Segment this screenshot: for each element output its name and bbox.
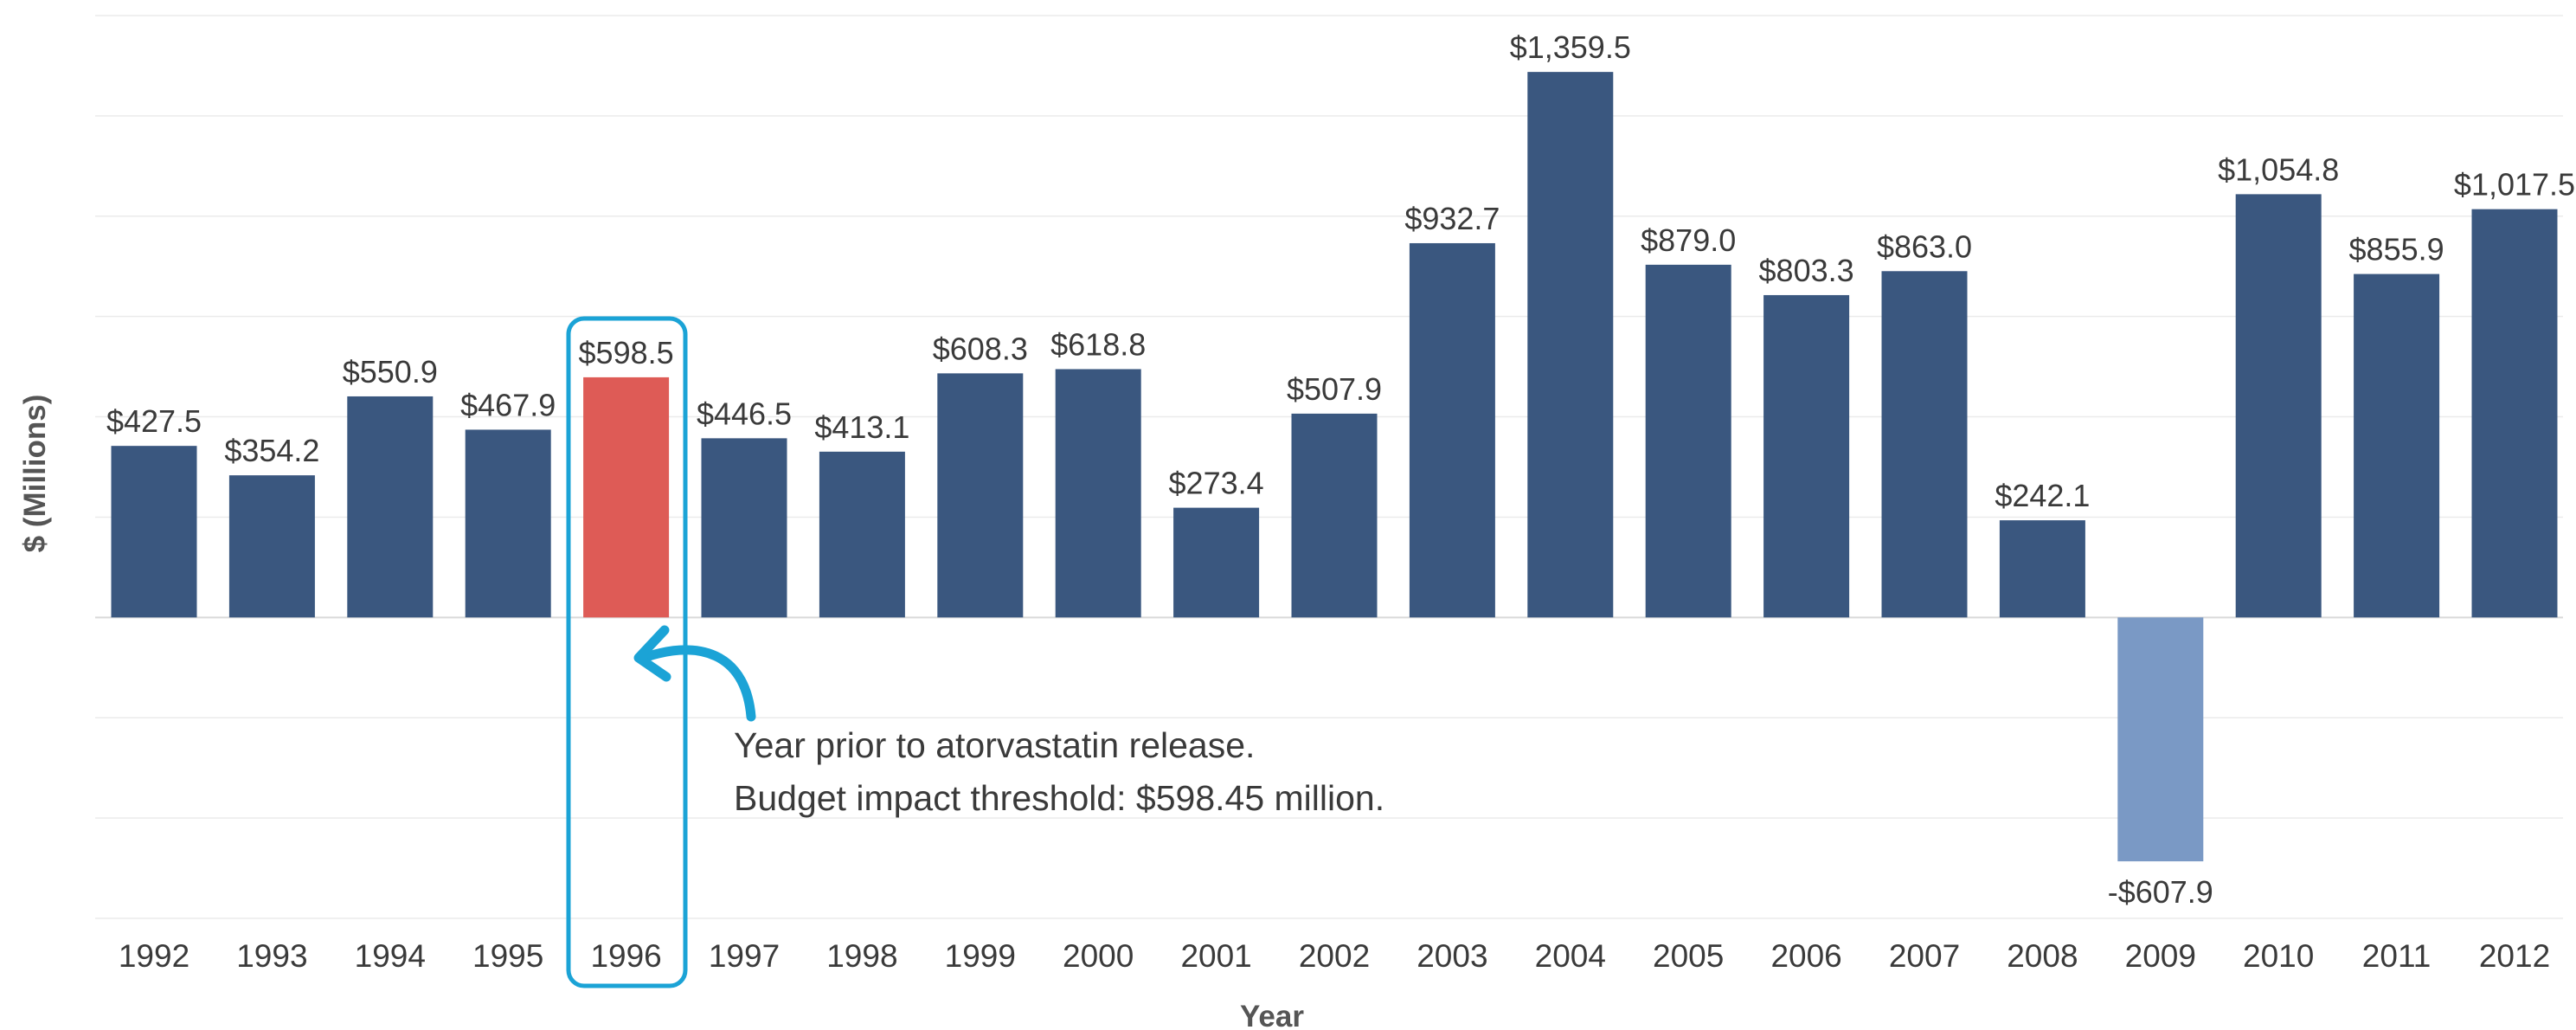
x-tick-1994: 1994 bbox=[355, 938, 426, 974]
value-label-1993: $354.2 bbox=[224, 433, 319, 468]
value-label-2000: $618.8 bbox=[1050, 326, 1146, 362]
arrow-head-icon bbox=[633, 625, 671, 682]
bar-2001 bbox=[1173, 507, 1260, 618]
value-label-1996: $598.5 bbox=[579, 335, 674, 370]
x-tick-2007: 2007 bbox=[1889, 938, 1960, 974]
y-axis-title: $ (Millions) bbox=[18, 395, 52, 553]
bar-1993 bbox=[228, 475, 315, 618]
bar-2005 bbox=[1645, 264, 1731, 618]
bar-2008 bbox=[1999, 520, 2085, 618]
x-tick-2012: 2012 bbox=[2479, 938, 2550, 974]
x-tick-1992: 1992 bbox=[119, 938, 190, 974]
bar-1997 bbox=[701, 438, 787, 618]
value-label-2003: $932.7 bbox=[1404, 201, 1500, 236]
x-tick-2010: 2010 bbox=[2243, 938, 2314, 974]
value-label-1992: $427.5 bbox=[106, 403, 202, 439]
value-label-2012: $1,017.5 bbox=[2454, 167, 2575, 203]
x-tick-2009: 2009 bbox=[2125, 938, 2196, 974]
bars bbox=[111, 72, 2558, 862]
value-label-2011: $855.9 bbox=[2349, 232, 2444, 267]
bar-2011 bbox=[2354, 274, 2440, 618]
bar-2003 bbox=[1409, 242, 1495, 618]
value-label-2002: $507.9 bbox=[1287, 371, 1382, 407]
value-label-1994: $550.9 bbox=[343, 354, 438, 389]
curved-arrow-icon bbox=[644, 645, 756, 722]
x-tick-2000: 2000 bbox=[1063, 938, 1134, 974]
x-tick-2005: 2005 bbox=[1653, 938, 1724, 974]
x-tick-1997: 1997 bbox=[709, 938, 780, 974]
x-tick-labels: 1992 1993 1994 1995 1996 1997 1998 1999 2000 2001… bbox=[119, 938, 2550, 974]
bar-2000 bbox=[1055, 369, 1141, 618]
x-tick-2006: 2006 bbox=[1770, 938, 1841, 974]
value-label-2001: $273.4 bbox=[1169, 466, 1264, 501]
value-label-1995: $467.9 bbox=[460, 387, 556, 422]
value-label-1997: $446.5 bbox=[697, 396, 792, 431]
value-label-2010: $1,054.8 bbox=[2218, 151, 2339, 187]
value-label-1999: $608.3 bbox=[933, 331, 1028, 366]
bar-2010 bbox=[2235, 194, 2322, 618]
x-tick-2003: 2003 bbox=[1416, 938, 1487, 974]
value-label-2005: $879.0 bbox=[1641, 222, 1736, 258]
bar-1992 bbox=[111, 446, 197, 618]
x-tick-1993: 1993 bbox=[236, 938, 307, 974]
x-tick-2002: 2002 bbox=[1299, 938, 1370, 974]
bar-1995 bbox=[465, 429, 551, 618]
x-tick-1995: 1995 bbox=[472, 938, 543, 974]
x-tick-2008: 2008 bbox=[2007, 938, 2078, 974]
value-label-2008: $242.1 bbox=[1995, 478, 2090, 513]
bar-1999 bbox=[937, 373, 1024, 618]
value-label-2007: $863.0 bbox=[1877, 229, 1972, 264]
bar-2009 bbox=[2117, 617, 2204, 862]
value-labels: $427.5 $354.2 $550.9 $467.9 $598.5 $446.5 $413… bbox=[106, 29, 2575, 910]
value-label-2004: $1,359.5 bbox=[1510, 29, 1631, 65]
bar-1996 bbox=[583, 377, 670, 618]
bar-2006 bbox=[1763, 294, 1850, 618]
x-tick-2001: 2001 bbox=[1180, 938, 1251, 974]
x-tick-1999: 1999 bbox=[945, 938, 1016, 974]
bar-2002 bbox=[1291, 413, 1378, 618]
x-axis-title: Year bbox=[1240, 1000, 1304, 1030]
x-tick-2011: 2011 bbox=[2362, 938, 2431, 974]
value-label-2006: $803.3 bbox=[1759, 253, 1854, 288]
x-tick-2004: 2004 bbox=[1535, 938, 1606, 974]
bar-1998 bbox=[819, 451, 905, 618]
value-label-1998: $413.1 bbox=[814, 409, 909, 445]
bar-2004 bbox=[1527, 72, 1614, 618]
annotation-line-1: Year prior to atorvastatin release. bbox=[734, 725, 1255, 765]
bar-2007 bbox=[1881, 271, 1968, 618]
x-tick-1998: 1998 bbox=[826, 938, 897, 974]
x-tick-1996: 1996 bbox=[590, 938, 661, 974]
value-label-2009: -$607.9 bbox=[2108, 874, 2213, 910]
bar-1994 bbox=[347, 396, 434, 618]
bar-2012 bbox=[2471, 209, 2558, 618]
annotation-line-2: Budget impact threshold: $598.45 million… bbox=[734, 778, 1384, 818]
